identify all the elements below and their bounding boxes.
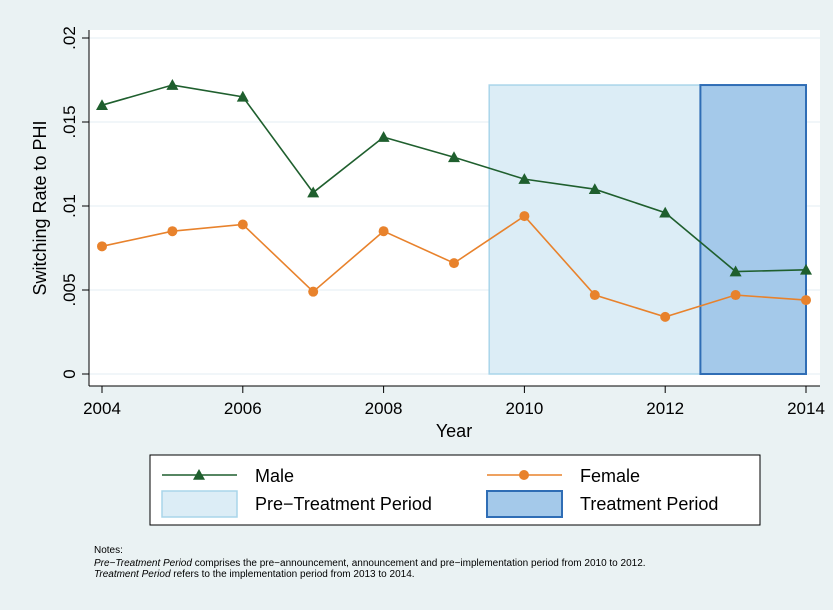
marker [378,226,389,237]
marker [588,183,601,194]
marker [166,79,179,90]
marker [97,241,107,252]
legend-marker [519,470,529,480]
legend-label: Treatment Period [580,494,718,514]
note-line: Treatment Period refers to the implement… [94,569,415,580]
y-axis-label: Switching Rate to PHI [30,120,50,295]
marker [448,151,460,163]
x-tick-label: 2012 [646,399,684,418]
legend-swatch [486,490,563,518]
note-line: Pre−Treatment Period comprises the pre−a… [94,558,646,569]
marker [236,90,249,102]
legend-swatch [161,490,238,518]
y-tick-label: .005 [60,273,79,306]
period-band [488,84,702,375]
legend-label: Female [580,466,640,486]
marker [449,258,459,269]
marker [660,311,671,322]
notes-heading: Notes: [94,545,123,556]
marker [237,219,248,230]
note-text: refers to the implementation period from… [171,569,415,580]
marker [377,131,390,142]
marker [659,206,672,218]
x-tick-label: 2014 [787,399,825,418]
marker [729,265,742,277]
marker [801,295,811,306]
x-tick-label: 2008 [365,399,403,418]
marker [800,263,812,275]
marker [589,290,600,301]
legend [149,454,761,526]
x-tick-label: 2004 [83,399,121,418]
marker [518,173,531,184]
note-italic: Pre−Treatment Period [94,558,192,569]
x-tick-label: 2010 [505,399,543,418]
y-tick-label: .015 [60,105,79,138]
legend-marker [193,469,205,480]
marker [167,226,178,237]
marker [307,186,320,198]
note-text: comprises the pre−announcement, announce… [192,558,646,569]
y-tick-label: .02 [60,26,79,50]
marker [308,286,319,297]
legend-label: Pre−Treatment Period [255,494,432,514]
marker [519,211,530,222]
x-tick-label: 2006 [224,399,262,418]
y-tick-label: .01 [60,194,79,218]
period-band [699,84,808,375]
note-italic: Treatment Period [94,569,171,580]
y-tick-label: 0 [60,369,79,378]
legend-label: Male [255,466,294,486]
marker [730,290,741,301]
marker [96,99,108,110]
x-axis-label: Year [436,421,472,441]
